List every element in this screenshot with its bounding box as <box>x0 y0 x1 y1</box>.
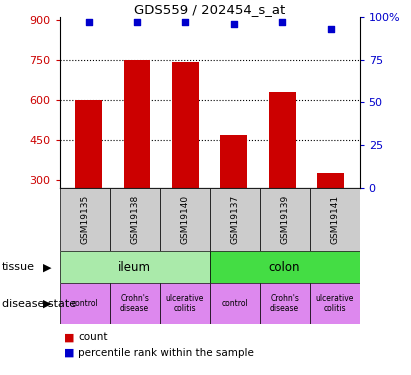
Text: GSM19138: GSM19138 <box>130 195 139 244</box>
Text: GSM19139: GSM19139 <box>280 195 289 244</box>
Bar <box>260 188 309 251</box>
Bar <box>210 251 360 283</box>
Text: colon: colon <box>269 261 300 274</box>
Bar <box>172 62 199 188</box>
Bar <box>159 188 210 251</box>
Text: GSM19135: GSM19135 <box>80 195 89 244</box>
Bar <box>60 283 110 324</box>
Bar <box>309 283 360 324</box>
Text: GSM19137: GSM19137 <box>230 195 239 244</box>
Bar <box>309 188 360 251</box>
Bar <box>110 188 159 251</box>
Bar <box>75 100 102 188</box>
Text: ileum: ileum <box>118 261 151 274</box>
Point <box>85 19 92 25</box>
Bar <box>210 283 260 324</box>
Text: control: control <box>221 299 248 308</box>
Title: GDS559 / 202454_s_at: GDS559 / 202454_s_at <box>134 3 285 16</box>
Text: ulcerative
colitis: ulcerative colitis <box>165 294 204 314</box>
Bar <box>60 188 110 251</box>
Text: tissue: tissue <box>2 262 35 272</box>
Bar <box>60 251 210 283</box>
Text: control: control <box>71 299 98 308</box>
Bar <box>317 173 344 188</box>
Text: Crohn's
disease: Crohn's disease <box>120 294 149 314</box>
Text: ▶: ▶ <box>43 262 52 272</box>
Text: ulcerative
colitis: ulcerative colitis <box>315 294 354 314</box>
Bar <box>124 60 150 188</box>
Bar <box>210 188 260 251</box>
Text: count: count <box>78 333 108 342</box>
Bar <box>159 283 210 324</box>
Point <box>231 21 237 27</box>
Text: percentile rank within the sample: percentile rank within the sample <box>78 348 254 357</box>
Point <box>134 19 140 25</box>
Bar <box>110 283 159 324</box>
Text: Crohn's
disease: Crohn's disease <box>270 294 299 314</box>
Text: ■: ■ <box>64 333 74 342</box>
Point <box>182 19 189 25</box>
Text: GSM19140: GSM19140 <box>180 195 189 244</box>
Bar <box>220 135 247 188</box>
Text: ▶: ▶ <box>43 299 52 309</box>
Bar <box>269 92 296 188</box>
Point <box>327 26 334 32</box>
Bar <box>260 283 309 324</box>
Text: disease state: disease state <box>2 299 76 309</box>
Text: ■: ■ <box>64 348 74 357</box>
Text: GSM19141: GSM19141 <box>330 195 339 244</box>
Point <box>279 19 286 25</box>
